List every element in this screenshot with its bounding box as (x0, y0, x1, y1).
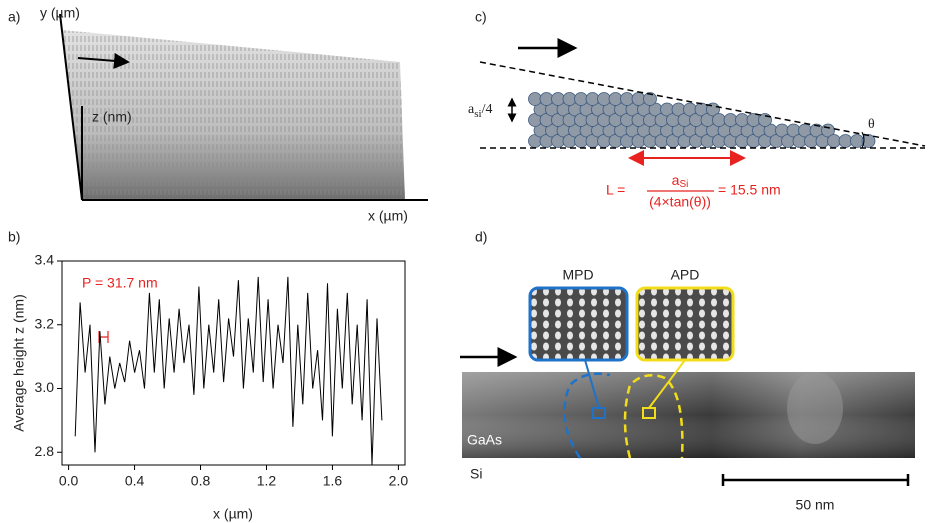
angle-arc (861, 131, 865, 149)
atom (631, 92, 646, 106)
y-axis (59, 13, 83, 201)
panel-label: c) (475, 9, 487, 25)
atom (539, 92, 554, 106)
num-base: a (672, 172, 680, 188)
layer-label: Si (470, 466, 482, 482)
atom (528, 92, 542, 106)
inset-label: APD (671, 267, 700, 283)
atom (562, 92, 577, 106)
mpd-inset (528, 286, 629, 362)
atoms (528, 92, 876, 148)
atom (597, 92, 611, 106)
atom (608, 92, 623, 106)
atom (551, 92, 565, 106)
atom (643, 92, 657, 106)
y-axis-label: Average height z (nm) (11, 294, 27, 431)
y-tick-label: 3.0 (35, 379, 55, 395)
step-label: asi/4 (468, 102, 492, 119)
inset-label: MPD (562, 267, 593, 283)
y-tick-label: 3.2 (35, 315, 55, 331)
panel-b: b) Average height z (nm) x (µm) P = 31.7… (8, 229, 408, 522)
step-sub: si (474, 108, 481, 120)
apd-link (648, 359, 686, 409)
panel-label: b) (8, 229, 20, 245)
axis-label: x (µm) (368, 208, 408, 224)
scale-bar (721, 474, 910, 486)
formula-lhs: L = (606, 182, 625, 198)
x-axis-label: x (µm) (213, 506, 253, 522)
tilt-line (479, 61, 926, 147)
x-tick-label: 2.0 (389, 473, 409, 489)
tem-domain (787, 372, 843, 444)
tem-shading (462, 372, 915, 458)
angle-label: θ (868, 117, 875, 132)
formula-num: aSi (672, 172, 689, 190)
surface-texture (62, 30, 405, 200)
atom (574, 92, 588, 106)
apd-boundary (623, 373, 684, 459)
annotation: P = 31.7 nm (82, 275, 158, 291)
y-tick-label: 3.4 (35, 252, 55, 268)
panel-label: a) (8, 9, 20, 25)
mpd-link (584, 359, 600, 409)
x-tick-label: 0.4 (125, 473, 145, 489)
panel-a: a) y (µm) z (nm) x (µm) (8, 5, 428, 224)
mpd-boundary (563, 372, 611, 459)
x-tick-label: 0.0 (59, 473, 79, 489)
atom (850, 134, 864, 148)
atom (585, 92, 600, 106)
num-sub: Si (679, 179, 688, 190)
atom (746, 113, 761, 127)
atom (723, 113, 738, 127)
atom (827, 134, 841, 148)
panel-c: c) θ asi/4 L = aSi (4×tan(θ)) = 15.5 nm (468, 9, 926, 210)
axis-label: z (nm) (92, 109, 132, 125)
layer-label: GaAs (467, 432, 502, 448)
plot-frame (61, 260, 406, 466)
x-tick-label: 1.2 (257, 473, 277, 489)
step-base: a (468, 102, 475, 117)
step-rest: /4 (482, 102, 493, 117)
formula-rhs: = 15.5 nm (718, 182, 781, 198)
panel-label: d) (475, 229, 487, 245)
height-profile (74, 276, 383, 466)
atom (735, 113, 749, 127)
scale-label: 50 nm (796, 497, 835, 513)
axis-label: y (µm) (40, 5, 80, 21)
apd-inset (635, 286, 735, 362)
atom (838, 134, 853, 148)
x-tick-label: 0.8 (191, 473, 211, 489)
panel-d: d) MPD APD GaAs Si 50 nm (460, 229, 915, 513)
direction-arrow (77, 52, 130, 69)
atom (712, 113, 726, 127)
atom (861, 134, 876, 148)
formula-den: (4×tan(θ)) (649, 194, 711, 210)
atom (620, 92, 634, 106)
y-tick-label: 2.8 (35, 443, 55, 459)
x-tick-label: 1.6 (323, 473, 343, 489)
